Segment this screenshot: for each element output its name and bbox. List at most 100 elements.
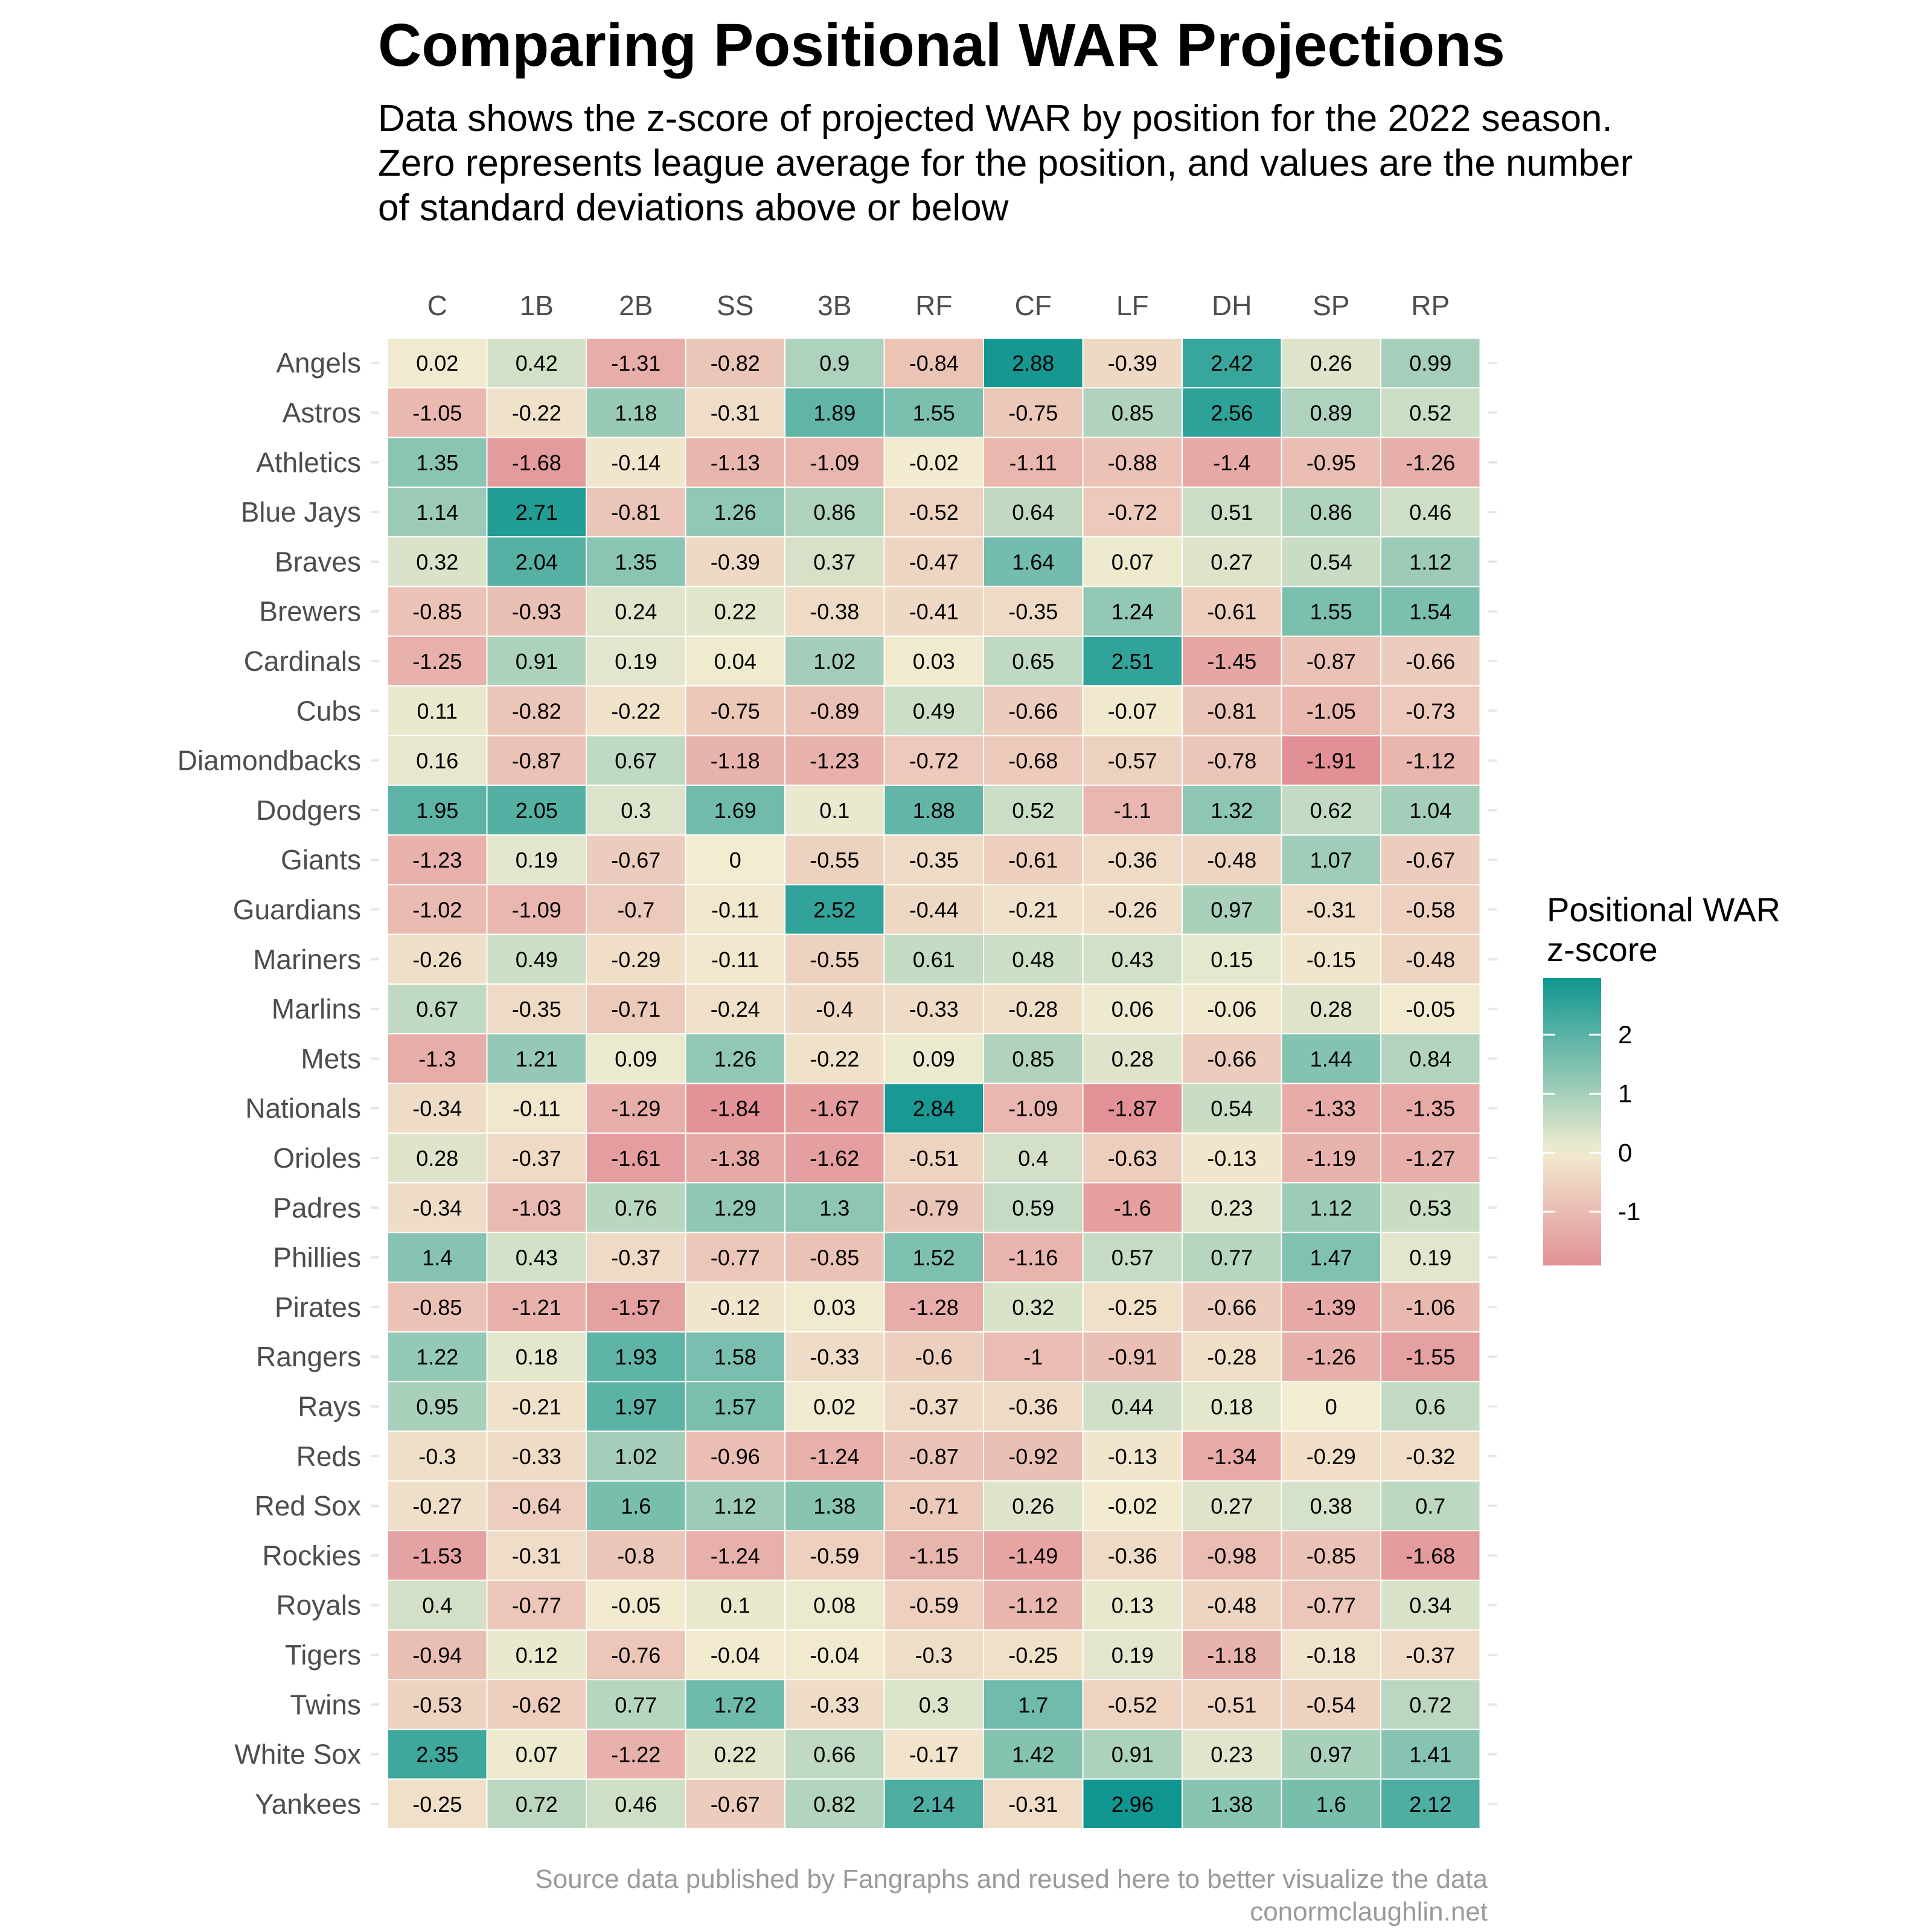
heatmap-cell — [387, 1381, 488, 1432]
heatmap-cell — [983, 1331, 1084, 1383]
heatmap-cell — [983, 586, 1084, 637]
heatmap-cell — [486, 1381, 587, 1432]
cell-value-label: 1.72 — [714, 1692, 756, 1717]
cell-value-label: -0.64 — [512, 1494, 561, 1518]
cell-value-label: -0.77 — [711, 1246, 760, 1270]
cell-value-label: -1.87 — [1108, 1096, 1157, 1121]
cell-value-label: -0.22 — [810, 1046, 859, 1071]
cell-value-label: 0.51 — [1211, 500, 1253, 525]
legend-tick-label: 0 — [1618, 1138, 1632, 1166]
cell-value-label: -1.05 — [412, 400, 462, 425]
cell-value-label: 0.07 — [516, 1742, 558, 1767]
heatmap-cell — [586, 1033, 686, 1084]
cell-value-label: 1.35 — [416, 450, 458, 475]
cell-value-label: 0.54 — [1310, 549, 1352, 574]
cell-value-label: -1.06 — [1406, 1295, 1455, 1320]
cell-value-label: -0.41 — [909, 600, 959, 624]
heatmap-cell — [1380, 1530, 1481, 1581]
cell-value-label: 1.47 — [1310, 1246, 1352, 1270]
heatmap-cell — [1082, 1232, 1183, 1283]
heatmap-cell — [387, 884, 488, 935]
cell-value-label: -0.21 — [512, 1394, 561, 1419]
cell-value-label: 1.12 — [1310, 1195, 1352, 1220]
heatmap-cell — [486, 387, 587, 438]
heatmap-cell — [1281, 1381, 1381, 1432]
cell-value-label: -0.21 — [1008, 897, 1058, 922]
cell-value-label: -1.09 — [1008, 1096, 1058, 1121]
cell-value-label: 1.07 — [1310, 848, 1352, 872]
heatmap-cell — [1182, 1480, 1282, 1532]
cell-value-label: 0.09 — [615, 1046, 657, 1071]
cell-value-label: -1.34 — [1207, 1444, 1256, 1469]
cell-value-label: 0.43 — [1112, 947, 1154, 972]
heatmap-cell — [784, 387, 885, 438]
y-axis-label: Marlins — [272, 993, 361, 1025]
heatmap-cell — [784, 784, 885, 836]
cell-value-label: 0 — [729, 848, 741, 872]
cell-value-label: -0.59 — [810, 1543, 859, 1568]
cell-value-label: 0.18 — [1211, 1394, 1253, 1419]
cell-value-label: -1.67 — [810, 1096, 859, 1121]
heatmap-cell — [685, 834, 785, 886]
heatmap-cell — [1182, 884, 1282, 935]
heatmap-cell — [883, 784, 984, 836]
cell-value-label: -1.3 — [418, 1046, 456, 1071]
x-axis-label: 2B — [619, 290, 653, 321]
cell-value-label: -1.25 — [412, 649, 462, 674]
cell-value-label: -0.51 — [1207, 1692, 1256, 1717]
cell-value-label: -0.22 — [512, 400, 561, 425]
cell-value-label: -1.1 — [1114, 798, 1151, 823]
cell-value-label: 0.72 — [1409, 1692, 1451, 1717]
cell-value-label: 0.82 — [813, 1792, 856, 1817]
heatmap-cell — [486, 586, 587, 637]
cell-value-label: 0.4 — [422, 1593, 452, 1618]
cell-value-label: -1.27 — [1406, 1146, 1455, 1171]
legend-tick-label: 2 — [1618, 1020, 1632, 1049]
cell-value-label: -1.21 — [512, 1295, 561, 1320]
cell-value-label: -1.09 — [512, 897, 561, 922]
heatmap-cell — [1182, 1778, 1282, 1829]
heatmap-cell — [586, 437, 686, 488]
cell-value-label: -0.85 — [1307, 1543, 1356, 1568]
heatmap-cell — [883, 337, 984, 389]
heatmap-cell — [1182, 685, 1282, 737]
chart-caption: Source data published by Fangraphs and r… — [535, 1863, 1488, 1928]
cell-value-label: -1.26 — [1406, 450, 1455, 475]
cell-value-label: -0.48 — [1406, 947, 1455, 972]
cell-value-label: -1.05 — [1307, 699, 1356, 723]
y-axis-label: Diamondbacks — [178, 745, 361, 776]
chart-title: Comparing Positional WAR Projections — [378, 11, 1505, 79]
y-axis-label: Brewers — [259, 596, 361, 627]
heatmap-cell — [586, 933, 686, 985]
cell-value-label: 1.69 — [714, 798, 756, 823]
cell-value-label: -0.77 — [512, 1593, 561, 1618]
y-axis-label: Cardinals — [244, 645, 361, 677]
x-axis-label: DH — [1212, 290, 1252, 321]
cell-value-label: -0.05 — [611, 1593, 661, 1618]
cell-value-label: 0.48 — [1012, 947, 1054, 972]
heatmap-cell — [685, 1530, 785, 1581]
heatmap-cell — [387, 685, 488, 737]
heatmap-cell — [586, 1430, 686, 1482]
heatmap-cell — [1281, 486, 1381, 538]
heatmap-cell — [1281, 1331, 1381, 1383]
heatmap-cell — [1380, 933, 1481, 985]
cell-value-label: 1.6 — [1316, 1792, 1346, 1817]
heatmap-cell — [486, 1579, 587, 1631]
cell-value-label: 0.32 — [416, 549, 458, 574]
heatmap-cell — [387, 1530, 488, 1581]
cell-value-label: -0.63 — [1108, 1146, 1157, 1171]
heatmap-cell — [387, 1679, 488, 1730]
heatmap-cell — [387, 1182, 488, 1233]
cell-value-label: 0.04 — [714, 649, 756, 674]
cell-value-label: -0.13 — [1207, 1146, 1256, 1171]
legend-title: Positional WAR z-score — [1547, 890, 1780, 970]
cell-value-label: -1.18 — [1207, 1643, 1256, 1668]
heatmap-cell — [1380, 884, 1481, 935]
y-axis-label: Braves — [275, 546, 361, 577]
cell-value-label: 0.38 — [1310, 1494, 1352, 1518]
cell-value-label: -0.07 — [1108, 699, 1157, 723]
heatmap-cell — [586, 1132, 686, 1184]
heatmap-cell — [784, 735, 885, 786]
cell-value-label: 1.93 — [615, 1345, 657, 1369]
